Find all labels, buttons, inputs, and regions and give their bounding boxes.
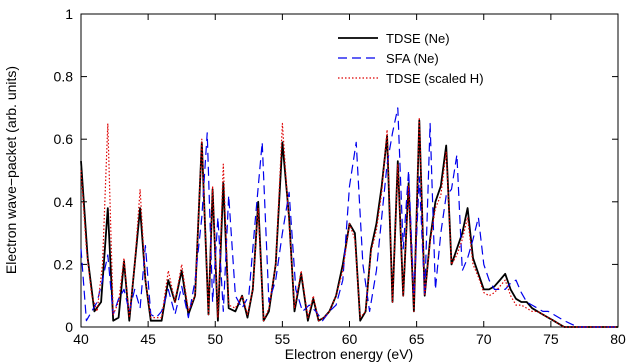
x-tick-label: 65 — [409, 331, 425, 347]
legend-entry-label: TDSE (Ne) — [386, 31, 450, 46]
axis-tick-labels: 40 45 50 55 60 65 70 75 80 0 0.2 0.4 0.6 0.8 1 — [54, 6, 626, 347]
legend-entry-label: TDSE (scaled H) — [386, 71, 484, 86]
y-tick-label: 0 — [65, 319, 73, 335]
legend-entry-label: SFA (Ne) — [386, 51, 439, 66]
x-tick-label: 80 — [610, 331, 626, 347]
legend: TDSE (Ne) SFA (Ne) TDSE (scaled H) — [338, 31, 484, 86]
axis-ticks — [80, 13, 619, 328]
series-line-tdse-scaled-h — [80, 116, 618, 328]
series-line-tdse-ne — [80, 119, 618, 328]
x-tick-label: 50 — [207, 331, 223, 347]
x-tick-label: 75 — [543, 331, 559, 347]
series-line-sfa-ne — [80, 107, 618, 328]
plot-area — [80, 13, 619, 328]
series-layer — [80, 107, 618, 328]
y-tick-label: 0.8 — [54, 69, 74, 85]
y-tick-label: 0.4 — [54, 194, 74, 210]
y-tick-label: 1 — [65, 6, 73, 22]
x-axis-title: Electron energy (eV) — [285, 346, 413, 362]
y-axis-title: Electron wave−packet (arb. units) — [3, 66, 19, 274]
x-tick-label: 45 — [140, 331, 156, 347]
x-tick-label: 60 — [342, 331, 358, 347]
x-tick-label: 70 — [476, 331, 492, 347]
x-tick-label: 55 — [275, 331, 291, 347]
y-tick-label: 0.6 — [54, 131, 74, 147]
y-tick-label: 0.2 — [54, 256, 74, 272]
x-tick-label: 40 — [73, 331, 89, 347]
